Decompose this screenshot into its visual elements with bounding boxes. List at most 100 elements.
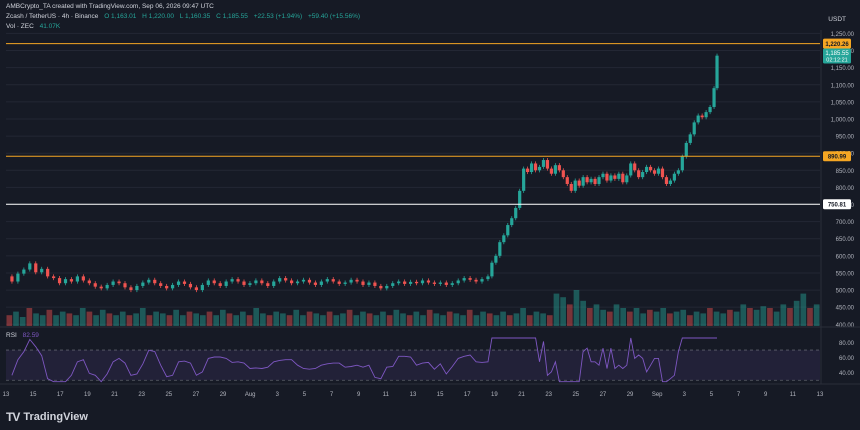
level-tag-bg	[823, 199, 851, 210]
candle-body	[597, 177, 601, 184]
ohlc-change: +22.53 (+1.94%)	[253, 13, 303, 20]
volume-bar	[453, 313, 460, 326]
candle-body	[514, 207, 518, 219]
candle-body	[569, 183, 573, 191]
candle-body	[278, 278, 282, 282]
volume-bar	[713, 311, 720, 326]
candle-body	[117, 281, 121, 284]
candle-body	[581, 177, 585, 186]
candle-body	[361, 281, 365, 285]
rsi-line	[11, 337, 717, 383]
volume-bar	[800, 293, 807, 326]
x-tick-label: 5	[710, 392, 714, 398]
candle-body	[553, 165, 557, 174]
candle-body	[633, 163, 637, 171]
volume-bar	[787, 308, 793, 326]
candle-body	[533, 163, 538, 171]
volume-bar	[680, 309, 687, 326]
volume-bar	[480, 311, 486, 326]
tradingview-brand[interactable]: TV TradingView	[6, 410, 88, 424]
candle-body	[474, 279, 478, 282]
x-tick-label: 13	[410, 392, 417, 398]
volume-bar	[113, 315, 119, 326]
y-tick-label: 450.00	[836, 306, 855, 312]
candle-body	[218, 283, 222, 286]
candle-body	[486, 276, 490, 280]
ohlc-low: L 1,160.35	[179, 13, 211, 20]
candle-body	[565, 177, 569, 184]
level-tag-bg	[823, 151, 851, 162]
volume-bar	[493, 315, 500, 326]
volume-bar	[513, 313, 520, 326]
candle-body	[355, 279, 359, 282]
candle-body	[557, 165, 561, 171]
candle-body	[613, 175, 617, 179]
candle-body	[664, 177, 669, 184]
volume-label[interactable]: Vol · ZEC	[6, 23, 34, 30]
volume-bar	[159, 313, 166, 326]
volume-bar	[19, 317, 26, 326]
candle-body	[468, 278, 472, 280]
volume-bar	[526, 315, 533, 326]
volume-bar	[199, 315, 206, 326]
candle-body	[46, 268, 50, 277]
volume-bar	[326, 311, 333, 326]
x-tick-label: 15	[30, 392, 37, 398]
candle-body	[609, 175, 613, 181]
volume-bar	[440, 315, 446, 326]
candle-body	[438, 282, 442, 284]
x-tick-label: 19	[84, 392, 91, 398]
candle-body	[254, 280, 258, 284]
volume-bar	[793, 300, 800, 326]
x-tick-label: 23	[138, 392, 145, 398]
volume-bar	[647, 309, 653, 326]
tradingview-logo-icon: TV	[6, 410, 20, 424]
candle-body	[272, 281, 276, 286]
volume-bar	[119, 311, 126, 326]
candle-body	[325, 279, 329, 282]
x-tick-label: 7	[330, 392, 334, 398]
rsi-value: 82.59	[22, 332, 39, 339]
volume-bar	[500, 311, 506, 326]
candle-body	[715, 55, 719, 89]
x-tick-label: 27	[193, 392, 200, 398]
candle-body	[301, 279, 306, 282]
volume-bar	[373, 315, 380, 326]
volume-bar	[220, 309, 226, 326]
y-tick-label: 550.00	[836, 271, 855, 277]
candle-body	[40, 268, 44, 273]
volume-bar	[73, 315, 79, 326]
candle-body	[171, 284, 175, 289]
y-tick-label: 1,050.00	[831, 100, 855, 106]
volume-bar	[687, 315, 693, 326]
volume-bar	[246, 315, 253, 326]
candle-body	[708, 106, 712, 113]
candle-body	[135, 285, 139, 291]
candle-body	[153, 279, 157, 284]
x-tick-label: 9	[357, 392, 361, 398]
volume-bar	[320, 315, 326, 326]
volume-bar	[466, 309, 473, 326]
volume-bar	[13, 311, 19, 326]
volume-bar	[506, 315, 513, 326]
candle-body	[16, 273, 20, 282]
rsi-label[interactable]: RSI	[6, 332, 17, 339]
x-tick-label: 9	[764, 392, 768, 398]
candle-body	[494, 255, 498, 263]
rsi-legend: RSI 82.59	[6, 332, 43, 339]
level-tag-bg	[823, 38, 851, 49]
rsi-tick-label: 80.00	[839, 341, 855, 347]
volume-bar	[446, 311, 453, 326]
volume-bar	[473, 315, 480, 326]
symbol-title[interactable]: Zcash / TetherUS · 4h · Binance	[6, 13, 99, 20]
candle-body	[549, 168, 554, 174]
candle-body	[290, 280, 294, 284]
volume-bar	[733, 311, 740, 326]
candle-body	[420, 280, 425, 284]
x-tick-label: 25	[572, 392, 579, 398]
candle-body	[22, 269, 26, 274]
y-tick-label: 500.00	[836, 289, 855, 295]
x-tick-label: 29	[627, 392, 634, 398]
x-tick-label: 21	[518, 392, 525, 398]
